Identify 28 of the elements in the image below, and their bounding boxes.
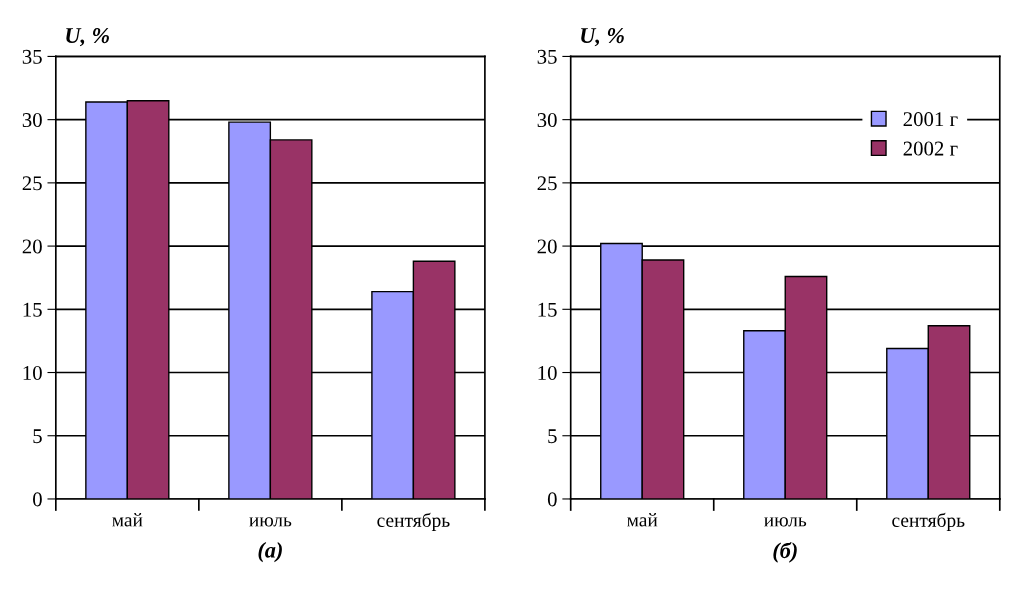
y-tick-label: 35 [22,49,42,64]
x-tick-label: июль [249,517,292,527]
legend-label: 2001 г [903,112,958,127]
y-tick-label: 30 [537,113,557,128]
y-tick-label: 10 [23,365,42,380]
x-tick-label: сентябрь [377,512,450,531]
y-tick-label: 25 [537,176,557,191]
y-tick-label: 15 [23,302,42,317]
y-tick-label: 5 [33,429,42,444]
x-axis-title: (а) [258,542,282,563]
x-tick-label: май [627,513,658,527]
legend-label: 2002 г [903,141,958,156]
y-axis-title: U, % [66,28,109,47]
y-tick-label: 0 [33,492,42,507]
x-axis-title: (б) [773,542,797,563]
y-tick-label: 30 [22,113,42,128]
y-tick-label: 35 [537,49,557,64]
y-tick-label: 20 [22,239,42,254]
y-tick-label: 0 [547,492,557,507]
x-tick-label: май [112,513,143,527]
y-tick-label: 5 [548,429,557,444]
y-tick-label: 25 [22,176,42,191]
y-axis-title: U, % [581,28,624,47]
y-tick-label: 20 [537,239,557,254]
y-tick-label: 10 [538,365,557,380]
y-tick-label: 15 [538,302,557,317]
x-tick-label: июль [764,517,807,527]
x-tick-label: сентябрь [892,512,965,531]
